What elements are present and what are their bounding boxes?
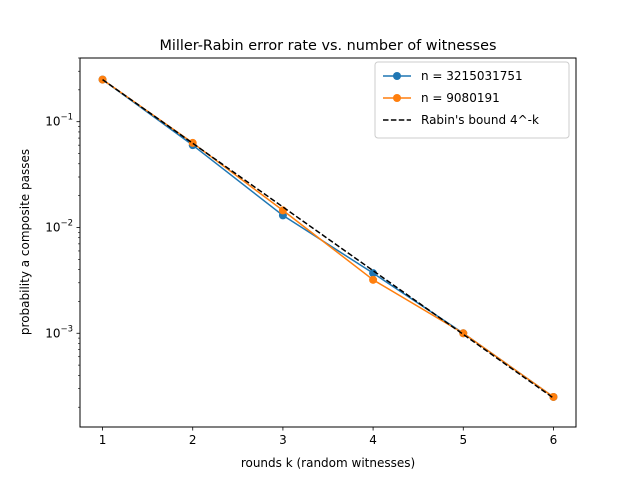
series-2-point: [369, 275, 378, 284]
series-2-point: [549, 392, 558, 401]
chart-title: Miller-Rabin error rate vs. number of wi…: [159, 38, 496, 54]
x-tick-label: 2: [189, 433, 197, 447]
legend-box: [374, 61, 570, 139]
legend-marker-2: [393, 94, 401, 102]
y-tick-label: 10−1: [45, 113, 73, 129]
x-tick-label: 5: [459, 433, 467, 447]
series-2-point: [278, 206, 287, 215]
series-line-3: [102, 78, 554, 399]
x-axis-label: rounds k (random witnesses): [241, 456, 415, 470]
x-axis: 1 2 3 4 5 6: [99, 427, 558, 447]
x-tick-label: 3: [279, 433, 287, 447]
x-tick-label: 6: [550, 433, 558, 447]
x-tick-label: 4: [369, 433, 377, 447]
y-axis-label: probability a composite passes: [18, 149, 32, 335]
chart-marks: [98, 75, 558, 401]
y-tick-label: 10−2: [45, 218, 73, 234]
x-tick-label: 1: [99, 433, 107, 447]
legend-label-3: Rabin's bound 4^-k: [421, 113, 539, 127]
y-axis: 10−1 10−2 10−3: [45, 57, 80, 408]
series-1-point: [369, 269, 378, 278]
legend: n = 3215031751 n = 9080191 Rabin's bound 4…: [374, 61, 570, 139]
legend-label-2: n = 9080191: [421, 91, 500, 105]
plot-frame: [79, 57, 577, 428]
y-tick-label: 10−3: [45, 324, 73, 340]
legend-marker-1: [393, 72, 401, 80]
legend-label-1: n = 3215031751: [421, 69, 523, 83]
